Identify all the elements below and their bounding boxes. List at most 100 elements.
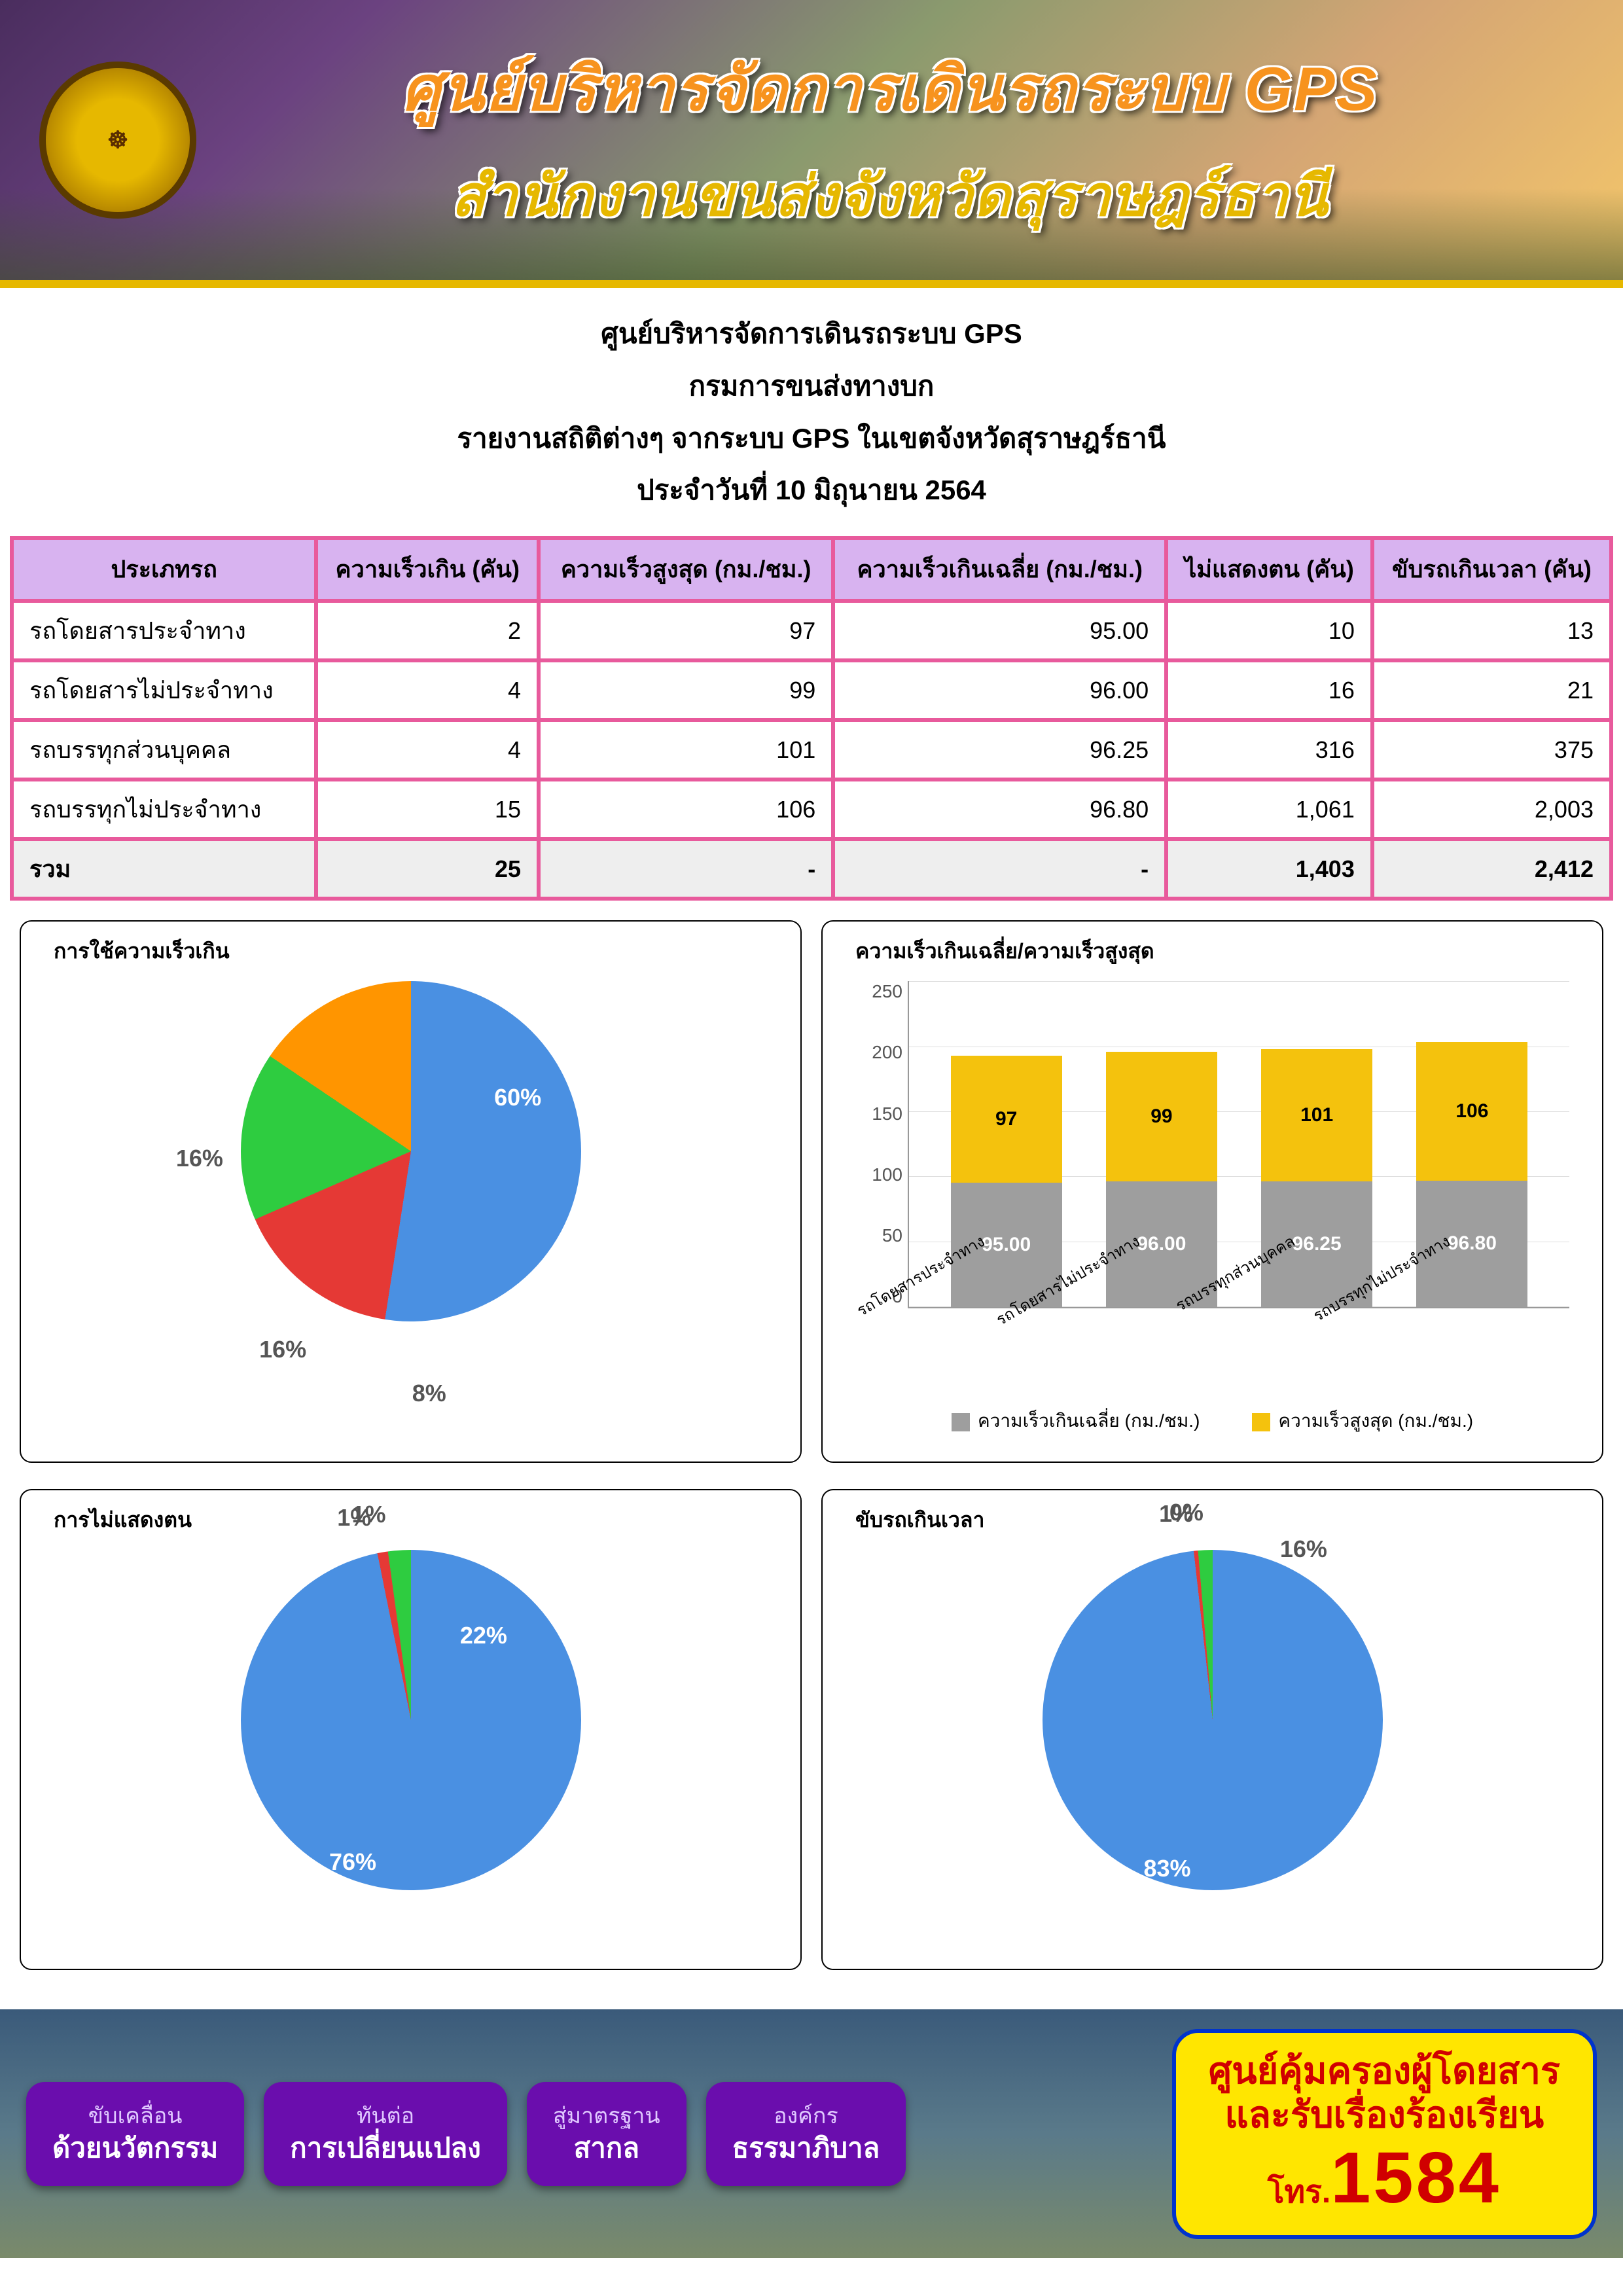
table-header: ไม่แสดงตน (คัน) bbox=[1168, 540, 1370, 599]
bar-box: ความเร็วเกินเฉลี่ย/ความเร็วสูงสุด 050100… bbox=[821, 920, 1603, 1463]
table-header: ความเร็วเกิน (คัน) bbox=[318, 540, 537, 599]
bar-group: 9996.00รถโดยสารไม่ประจำทาง bbox=[1096, 1052, 1227, 1307]
subheader-l3: รายงานสถิติต่างๆ จากระบบ GPS ในเขตจังหวั… bbox=[0, 412, 1623, 465]
table-cell: รถบรรทุกส่วนบุคคล bbox=[14, 722, 314, 778]
bar-segment-max: 99 bbox=[1106, 1052, 1217, 1181]
table-row: รถโดยสารไม่ประจำทาง49996.001621 bbox=[14, 662, 1609, 718]
callout-l2: และรับเรื่องร้องเรียน bbox=[1209, 2092, 1560, 2136]
table-cell: 97 bbox=[541, 603, 831, 658]
table-cell: 96.80 bbox=[835, 781, 1164, 837]
table-cell: 21 bbox=[1374, 662, 1609, 718]
table-cell: รถบรรทุกไม่ประจำทาง bbox=[14, 781, 314, 837]
bar-group: 9795.00รถโดยสารประจำทาง bbox=[941, 1056, 1072, 1307]
y-tick: 150 bbox=[857, 1103, 902, 1124]
subheader-l4: ประจำวันที่ 10 มิถุนายน 2564 bbox=[0, 464, 1623, 516]
footer-callout: ศูนย์คุ้มครองผู้โดยสาร และรับเรื่องร้องเ… bbox=[1172, 2029, 1597, 2239]
footer-pill: ทันต่อการเปลี่ยนแปลง bbox=[264, 2082, 507, 2186]
table-header: ขับรถเกินเวลา (คัน) bbox=[1374, 540, 1609, 599]
footer-pill: องค์กรธรรมาภิบาล bbox=[706, 2082, 906, 2186]
pie3 bbox=[1043, 1550, 1383, 1890]
pie-slice-label: 8% bbox=[412, 1380, 446, 1407]
table-cell: 96.00 bbox=[835, 662, 1164, 718]
stats-table: ประเภทรถความเร็วเกิน (คัน)ความเร็วสูงสุด… bbox=[10, 536, 1613, 901]
subheader-l2: กรมการขนส่งทางบก bbox=[0, 360, 1623, 412]
table-cell: 2,412 bbox=[1374, 841, 1609, 897]
pie-slice-label: 22% bbox=[460, 1622, 507, 1649]
subheader-l1: ศูนย์บริหารจัดการเดินรถระบบ GPS bbox=[0, 308, 1623, 360]
table-cell: รถโดยสารไม่ประจำทาง bbox=[14, 662, 314, 718]
pie3-title: ขับรถเกินเวลา bbox=[855, 1503, 1569, 1537]
table-header: ประเภทรถ bbox=[14, 540, 314, 599]
pie-slice-label: 1% bbox=[351, 1501, 385, 1528]
banner-line1: ศูนย์บริหารจัดการเดินรถระบบ GPS bbox=[196, 40, 1584, 137]
footer-pill: ขับเคลื่อนด้วยนวัตกรรม bbox=[26, 2082, 244, 2186]
bar-group: 10196.25รถบรรทุกส่วนบุคคล bbox=[1251, 1049, 1382, 1308]
pie1-title: การใช้ความเร็วเกิน bbox=[54, 935, 768, 968]
pie-slice-label: 16% bbox=[176, 1145, 223, 1172]
table-cell: 16 bbox=[1168, 662, 1370, 718]
table-header: ความเร็วสูงสุด (กม./ชม.) bbox=[541, 540, 831, 599]
table-cell: 106 bbox=[541, 781, 831, 837]
pie2-box: การไม่แสดงตน 1%1%22%76% bbox=[20, 1489, 802, 1970]
pie-slice-label: 16% bbox=[259, 1336, 306, 1363]
table-cell: 15 bbox=[318, 781, 537, 837]
legend-item: ความเร็วเกินเฉลี่ย (กม./ชม.) bbox=[952, 1407, 1200, 1435]
callout-l3: โทร.1584 bbox=[1209, 2136, 1560, 2219]
logo-emblem: ☸ bbox=[39, 62, 196, 219]
pie-slice-label: 60% bbox=[494, 1084, 541, 1111]
bar-chart: 050100150200250 9795.00รถโดยสารประจำทาง9… bbox=[908, 981, 1569, 1308]
pie2-title: การไม่แสดงตน bbox=[54, 1503, 768, 1537]
table-cell: - bbox=[835, 841, 1164, 897]
legend-item: ความเร็วสูงสุด (กม./ชม.) bbox=[1252, 1407, 1473, 1435]
y-tick: 100 bbox=[857, 1164, 902, 1185]
footer-pill: สู่มาตรฐานสากล bbox=[527, 2082, 687, 2186]
table-cell: 13 bbox=[1374, 603, 1609, 658]
table-cell: 101 bbox=[541, 722, 831, 778]
bar-segment-max: 101 bbox=[1261, 1049, 1372, 1181]
banner-titles: ศูนย์บริหารจัดการเดินรถระบบ GPS สำนักงาน… bbox=[196, 40, 1584, 240]
bar-group: 10696.80รถบรรทุกไม่ประจำทาง bbox=[1406, 1042, 1537, 1308]
bar-segment-max: 97 bbox=[951, 1056, 1062, 1183]
pie-slice-label: 76% bbox=[329, 1848, 376, 1876]
y-tick: 200 bbox=[857, 1042, 902, 1063]
table-cell: 96.25 bbox=[835, 722, 1164, 778]
pie1-box: การใช้ความเร็วเกิน 8% 16% 16% 60% bbox=[20, 920, 802, 1463]
table-cell: 2,003 bbox=[1374, 781, 1609, 837]
pie-slice-label: 16% bbox=[1280, 1535, 1327, 1563]
table-row: รถโดยสารประจำทาง29795.001013 bbox=[14, 603, 1609, 658]
table-cell: รวม bbox=[14, 841, 314, 897]
table-cell: 95.00 bbox=[835, 603, 1164, 658]
table-cell: 25 bbox=[318, 841, 537, 897]
pie2 bbox=[241, 1550, 581, 1890]
table-cell: 99 bbox=[541, 662, 831, 718]
bar-segment-max: 106 bbox=[1416, 1042, 1527, 1181]
table-row: รถบรรทุกส่วนบุคคล410196.25316375 bbox=[14, 722, 1609, 778]
table-cell: 375 bbox=[1374, 722, 1609, 778]
bar-legend: ความเร็วเกินเฉลี่ย (กม./ชม.) ความเร็วสูงส… bbox=[855, 1407, 1569, 1435]
pie-slice-label: 0% bbox=[1169, 1499, 1204, 1526]
table-cell: 2 bbox=[318, 603, 537, 658]
y-tick: 50 bbox=[857, 1225, 902, 1246]
table-cell: 1,061 bbox=[1168, 781, 1370, 837]
pie1 bbox=[241, 981, 581, 1321]
table-cell: 316 bbox=[1168, 722, 1370, 778]
banner-line2: สำนักงานขนส่งจังหวัดสุราษฎร์ธานี bbox=[196, 151, 1584, 240]
table-cell: 10 bbox=[1168, 603, 1370, 658]
footer: ขับเคลื่อนด้วยนวัตกรรมทันต่อการเปลี่ยนแป… bbox=[0, 2009, 1623, 2258]
table-cell: 1,403 bbox=[1168, 841, 1370, 897]
pie3-box: ขับรถเกินเวลา 1%0%16%83% bbox=[821, 1489, 1603, 1970]
table-row: รถบรรทุกไม่ประจำทาง1510696.801,0612,003 bbox=[14, 781, 1609, 837]
banner: ☸ ศูนย์บริหารจัดการเดินรถระบบ GPS สำนักง… bbox=[0, 0, 1623, 288]
callout-number: 1584 bbox=[1330, 2138, 1501, 2218]
table-cell: 4 bbox=[318, 722, 537, 778]
subheader: ศูนย์บริหารจัดการเดินรถระบบ GPS กรมการขน… bbox=[0, 288, 1623, 529]
table-cell: - bbox=[541, 841, 831, 897]
y-tick: 250 bbox=[857, 981, 902, 1002]
callout-prefix: โทร. bbox=[1268, 2175, 1331, 2210]
pie-slice-label: 83% bbox=[1143, 1855, 1190, 1882]
table-header: ความเร็วเกินเฉลี่ย (กม./ชม.) bbox=[835, 540, 1164, 599]
table-total-row: รวม25--1,4032,412 bbox=[14, 841, 1609, 897]
table-cell: รถโดยสารประจำทาง bbox=[14, 603, 314, 658]
table-cell: 4 bbox=[318, 662, 537, 718]
bar-title: ความเร็วเกินเฉลี่ย/ความเร็วสูงสุด bbox=[855, 935, 1569, 968]
